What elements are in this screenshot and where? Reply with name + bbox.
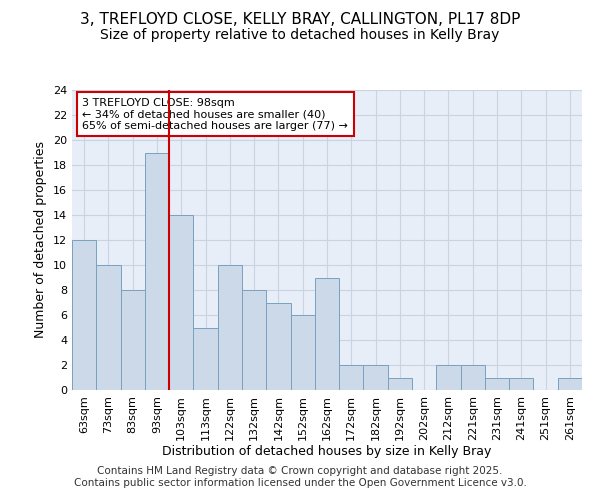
Bar (339, 365, 364, 390)
Bar (193, 328, 218, 390)
Text: Contains HM Land Registry data © Crown copyright and database right 2025.
Contai: Contains HM Land Registry data © Crown c… (74, 466, 526, 487)
Bar (558, 378, 582, 390)
X-axis label: Distribution of detached houses by size in Kelly Bray: Distribution of detached houses by size … (163, 446, 491, 458)
Bar (96, 265, 121, 390)
Text: Size of property relative to detached houses in Kelly Bray: Size of property relative to detached ho… (100, 28, 500, 42)
Bar (145, 152, 169, 390)
Bar (485, 378, 509, 390)
Bar (266, 302, 290, 390)
Bar (509, 378, 533, 390)
Bar (72, 240, 96, 390)
Bar (169, 215, 193, 390)
Bar (121, 290, 145, 390)
Text: 3, TREFLOYD CLOSE, KELLY BRAY, CALLINGTON, PL17 8DP: 3, TREFLOYD CLOSE, KELLY BRAY, CALLINGTO… (80, 12, 520, 28)
Bar (218, 265, 242, 390)
Bar (436, 365, 461, 390)
Bar (242, 290, 266, 390)
Bar (364, 365, 388, 390)
Bar (388, 378, 412, 390)
Y-axis label: Number of detached properties: Number of detached properties (34, 142, 47, 338)
Bar (315, 278, 339, 390)
Text: 3 TREFLOYD CLOSE: 98sqm
← 34% of detached houses are smaller (40)
65% of semi-de: 3 TREFLOYD CLOSE: 98sqm ← 34% of detache… (82, 98, 348, 130)
Bar (290, 315, 315, 390)
Bar (461, 365, 485, 390)
